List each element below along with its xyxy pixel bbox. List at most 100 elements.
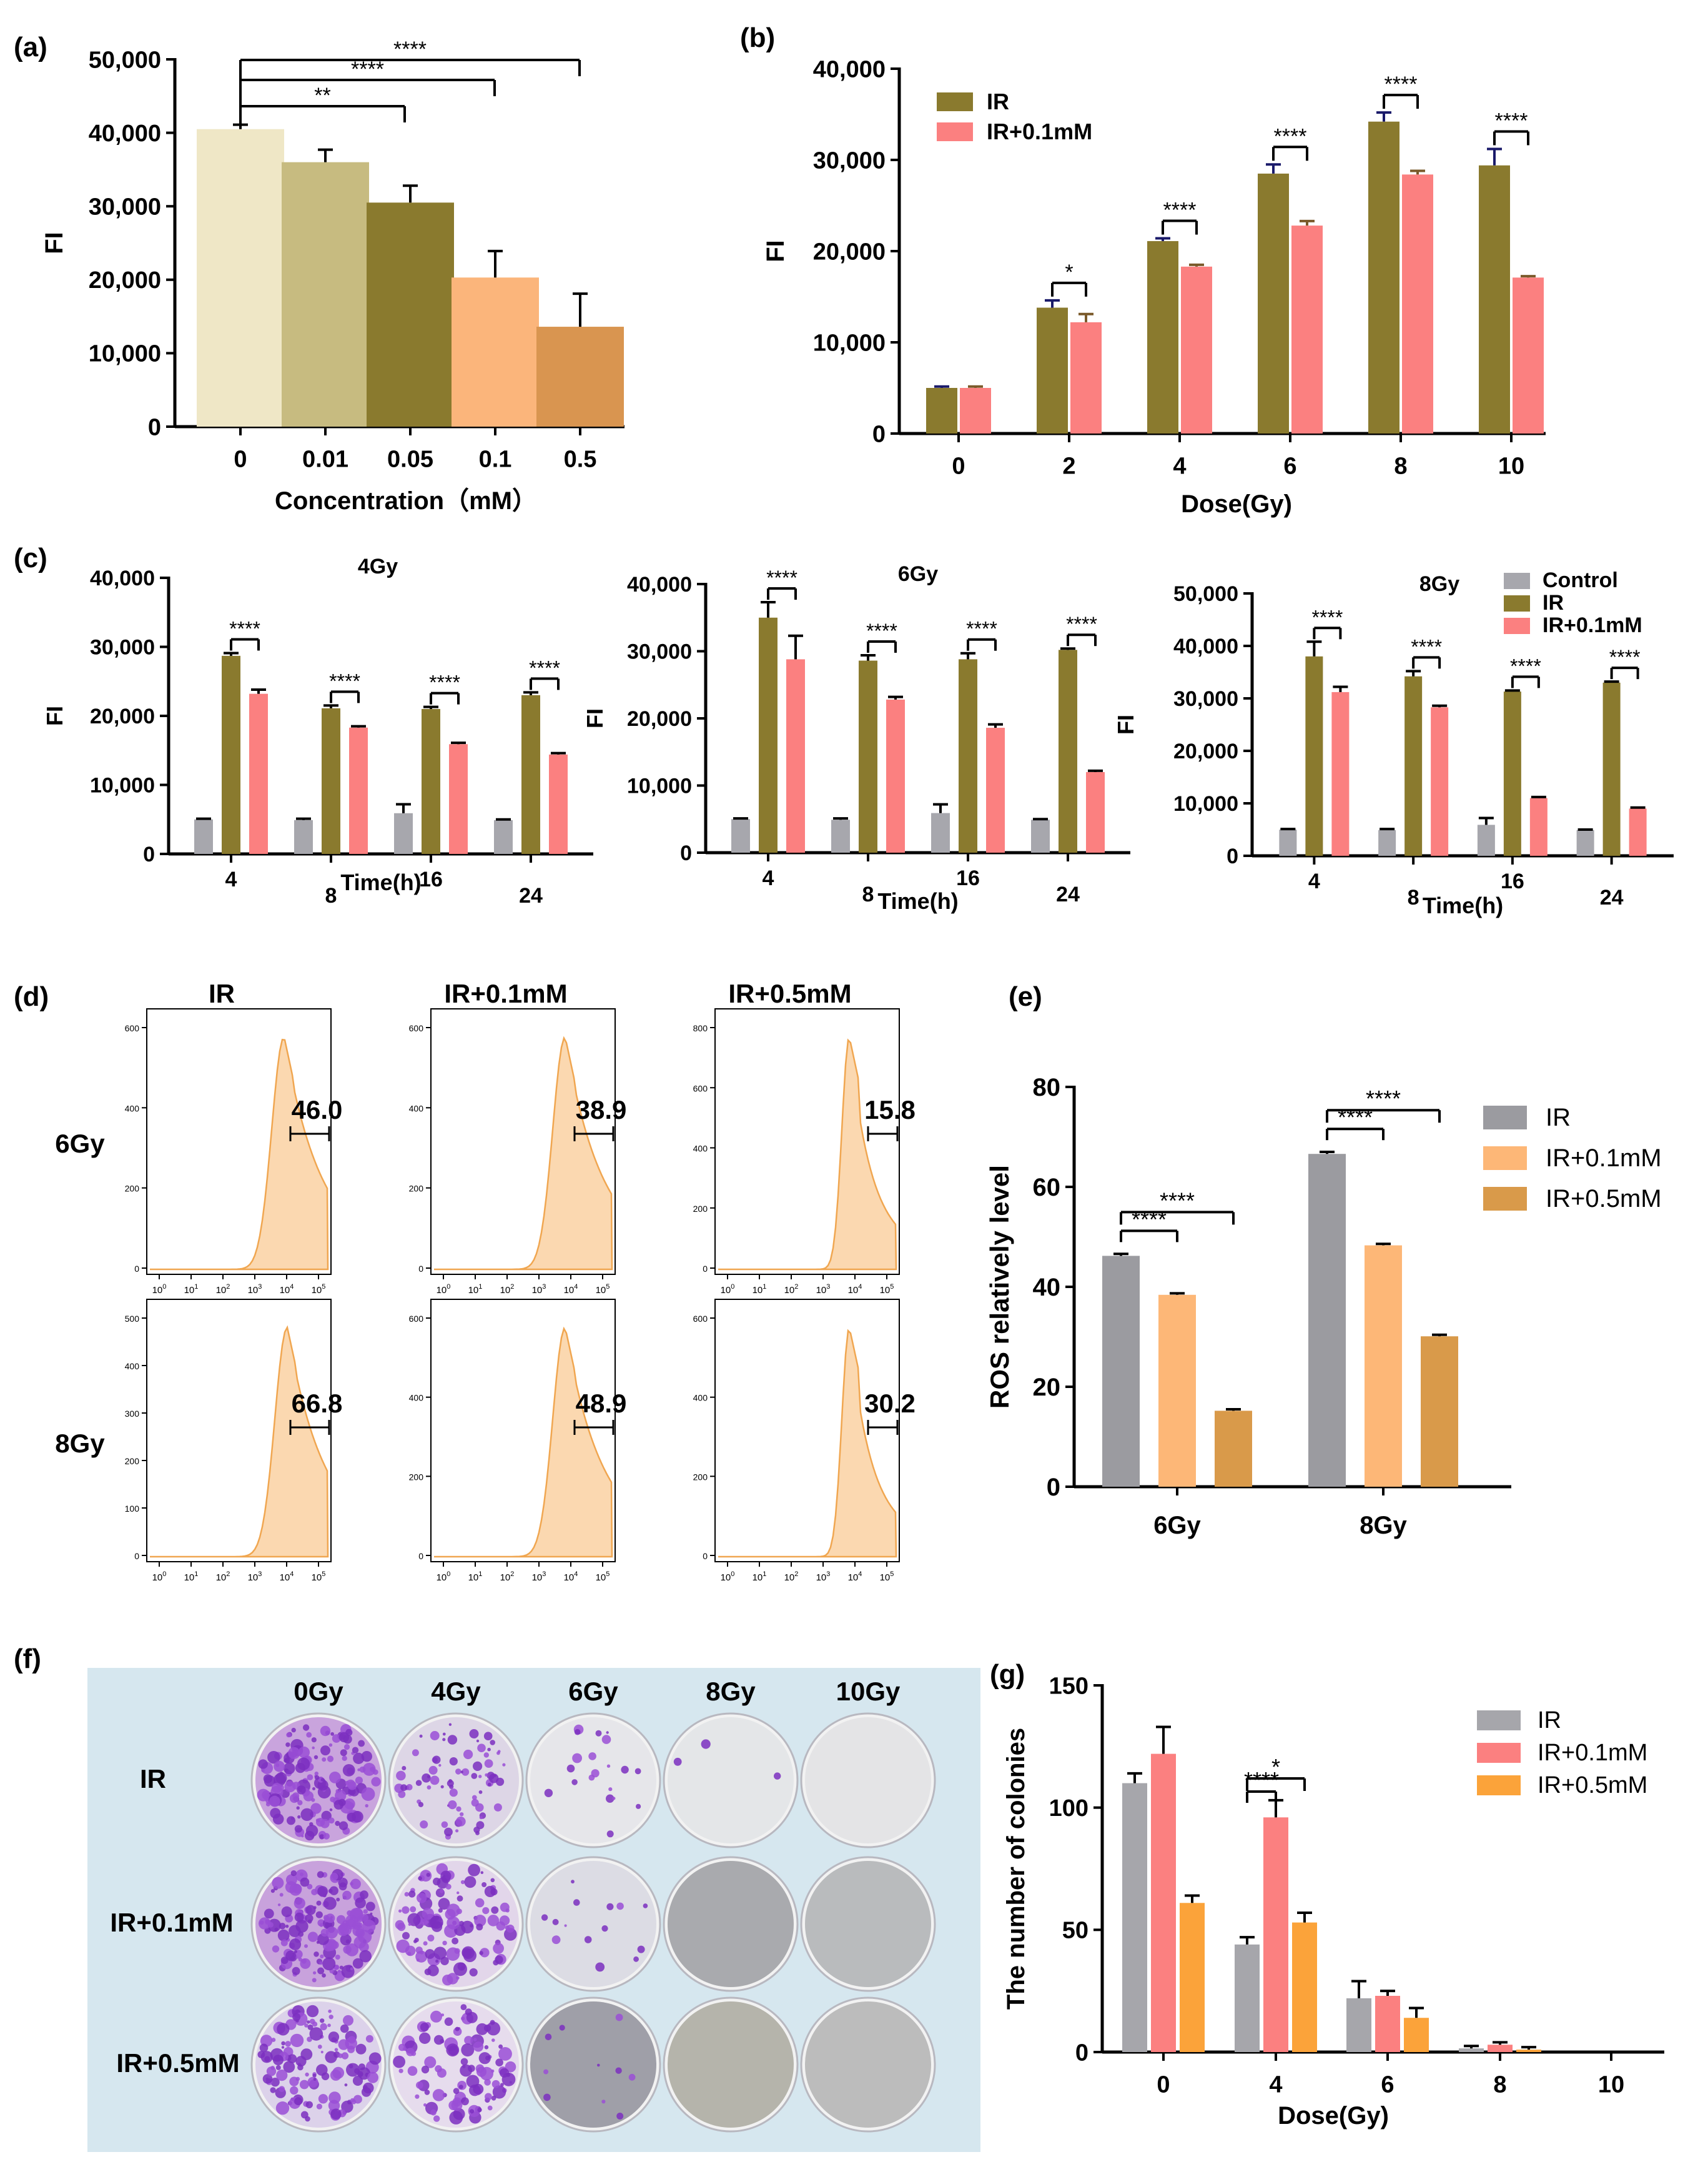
bar (1459, 2048, 1484, 2052)
colony-spot (347, 1910, 353, 1916)
colony-spot (285, 1925, 289, 1928)
colony-spot (484, 2045, 489, 2050)
flow-histogram-curve (150, 1038, 329, 1271)
colony-spot (481, 1882, 487, 1887)
colony-spot (426, 1873, 431, 1877)
y-tick-label: 20,000 (1173, 740, 1238, 763)
flow-histogram-curve (718, 1038, 897, 1271)
colony-spot (342, 1890, 352, 1900)
colony-spot (297, 2064, 304, 2071)
colony-spot (322, 1973, 326, 1978)
x-tick-label: 8 (1493, 2072, 1506, 2098)
colony-spot (368, 2052, 382, 2065)
colony-spot (633, 1956, 639, 1962)
colony-spot (330, 2108, 342, 2120)
colony-spot (574, 1728, 581, 1735)
legend-label-ir01: IR+0.1mM (987, 119, 1092, 144)
colony-spot (287, 1816, 295, 1825)
colony-spot (304, 2023, 309, 2028)
colony-spot (400, 1784, 407, 1792)
colony-spot (595, 1962, 605, 1972)
y-axis-label: ROS relatively level (985, 1165, 1014, 1409)
colony-spot (297, 1785, 306, 1795)
colony-spot (299, 2080, 309, 2090)
x-axis-label: Dose(Gy) (1278, 2102, 1389, 2130)
bar (1180, 1903, 1205, 2052)
panel-label-c: (c) (14, 543, 47, 573)
colony-spot (298, 1746, 310, 1758)
colony-spot (343, 1744, 350, 1750)
colony-spot (396, 1770, 406, 1781)
colony-spot (348, 2064, 353, 2069)
colony-spot (281, 2046, 285, 2049)
bar (1629, 808, 1647, 856)
colony-spot (335, 1955, 340, 1960)
colony-spot (591, 1769, 600, 1778)
colony-spot (345, 1728, 353, 1736)
flow-y-tick-label: 200 (409, 1472, 424, 1482)
colony-spot (334, 2048, 338, 2051)
colony-spot (332, 2066, 345, 2079)
flow-x-tick-label: 104 (280, 1283, 294, 1296)
flow-y-tick-label: 0 (134, 1551, 139, 1561)
bar (1181, 266, 1212, 434)
y-tick-label: 50,000 (89, 47, 161, 73)
flow-x-tick-label: 103 (532, 1283, 546, 1296)
significance-label: **** (966, 618, 997, 640)
colony-spot (305, 2072, 309, 2077)
colony-spot (295, 2019, 299, 2023)
bar (1215, 1411, 1252, 1487)
colony-spot (564, 1924, 567, 1927)
flow-x-tick-label: 101 (184, 1283, 199, 1296)
colony-spot (317, 2045, 322, 2049)
x-tick-label: 4 (1308, 870, 1320, 893)
bar (1421, 1336, 1458, 1487)
colony-spot (312, 2073, 317, 2078)
colony-spot (329, 1886, 338, 1895)
bar (1477, 825, 1495, 856)
x-tick-label: 6Gy (1153, 1512, 1201, 1539)
legend: IR IR+0.1mM IR+0.5mM (1477, 1707, 1647, 1798)
flow-gate-percent: 15.8 (864, 1095, 916, 1124)
colony-spot (601, 2100, 606, 2104)
colony-spot (444, 2017, 453, 2026)
colony-spot (423, 1941, 428, 1946)
colony-spot (305, 2116, 310, 2122)
bar (249, 693, 268, 854)
colony-spot (438, 1763, 442, 1767)
colony-spot (259, 1917, 271, 1930)
colony-spot (496, 1751, 500, 1755)
colony-spot (418, 1802, 424, 1807)
colony-spot (487, 1747, 491, 1752)
dish-row-label: IR+0.1mM (110, 1908, 233, 1937)
y-tick-label: 10,000 (89, 341, 161, 367)
chart-title: 6Gy (898, 562, 938, 586)
colony-spot (476, 1923, 483, 1931)
flow-y-tick-label: 200 (125, 1184, 140, 1194)
flow-y-tick-label: 400 (125, 1361, 140, 1371)
colony-spot (615, 2067, 622, 2074)
flow-x-tick-label: 100 (437, 1283, 451, 1296)
legend-label: IR (1546, 1104, 1571, 1131)
colony-spot (330, 1797, 336, 1803)
colony-spot (367, 2071, 378, 2083)
colony-spot (289, 2076, 299, 2086)
colony-spot (455, 1817, 466, 1827)
x-tick-label: 0.5 (564, 447, 597, 473)
significance-label: **** (1132, 1206, 1167, 1232)
colony-spot (433, 2115, 440, 2122)
flow-x-tick-label: 101 (468, 1283, 483, 1296)
colony-spot (480, 2066, 493, 2081)
colony-spot (473, 2038, 477, 2041)
colony-spot (487, 2105, 493, 2111)
x-tick-label: 6 (1283, 454, 1296, 480)
significance-label: **** (1274, 124, 1307, 148)
colony-spot (601, 1925, 608, 1932)
x-tick-label: 8 (1408, 886, 1419, 910)
colony-spot (300, 1958, 311, 1969)
significance-label: **** (1495, 109, 1528, 132)
colony-spot (419, 1734, 423, 1738)
colony-spot (289, 1793, 299, 1803)
colony-spot (475, 1803, 484, 1812)
x-tick-label: 4 (1269, 2072, 1282, 2098)
